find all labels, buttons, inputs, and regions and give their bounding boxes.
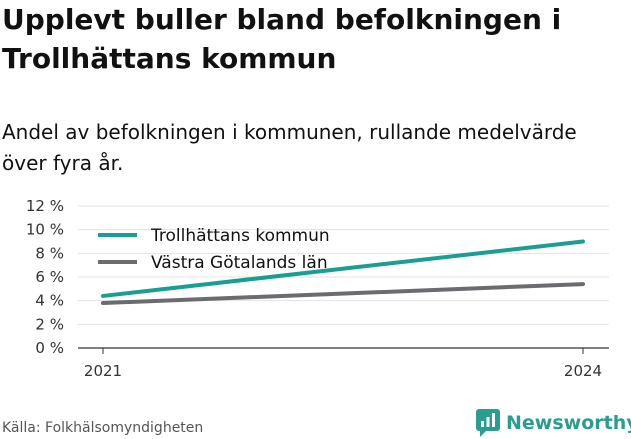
y-tick-label: 6 %	[35, 268, 64, 286]
y-axis-ticks: 0 % 2 % 4 % 6 % 8 % 10 % 12 %	[26, 197, 64, 357]
x-tick-label: 2024	[564, 362, 602, 380]
y-tick-label: 8 %	[35, 244, 64, 262]
y-tick-label: 12 %	[26, 197, 64, 215]
brand-name: Newsworthy	[506, 412, 631, 434]
x-tick-label: 2021	[84, 362, 122, 380]
newsworthy-logo[interactable]: Newsworthy	[476, 408, 631, 438]
source-note: Källa: Folkhälsomyndigheten	[2, 420, 204, 436]
y-tick-label: 4 %	[35, 292, 64, 310]
line-chart: 0 % 2 % 4 % 6 % 8 % 10 % 12 % 2021 2024 Trollhä…	[26, 197, 609, 380]
x-axis-ticks: 2021 2024	[84, 348, 602, 380]
series-line	[101, 239, 585, 298]
grid-lines	[78, 205, 609, 349]
y-tick-label: 10 %	[26, 221, 64, 239]
legend: Trollhättans kommun Västra Götalands län	[98, 226, 330, 273]
y-tick-label: 0 %	[35, 339, 64, 357]
y-tick-label: 2 %	[35, 315, 64, 333]
chart-subtitle: Andel av befolkningen i kommunen, rullan…	[2, 120, 577, 175]
chart-title: Upplevt buller bland befolkningen i Trol…	[2, 3, 562, 75]
series-lines	[101, 239, 585, 306]
newsworthy-logo-icon	[476, 409, 500, 437]
legend-label: Trollhättans kommun	[150, 226, 330, 246]
legend-label: Västra Götalands län	[151, 253, 328, 273]
series-line	[101, 282, 585, 306]
